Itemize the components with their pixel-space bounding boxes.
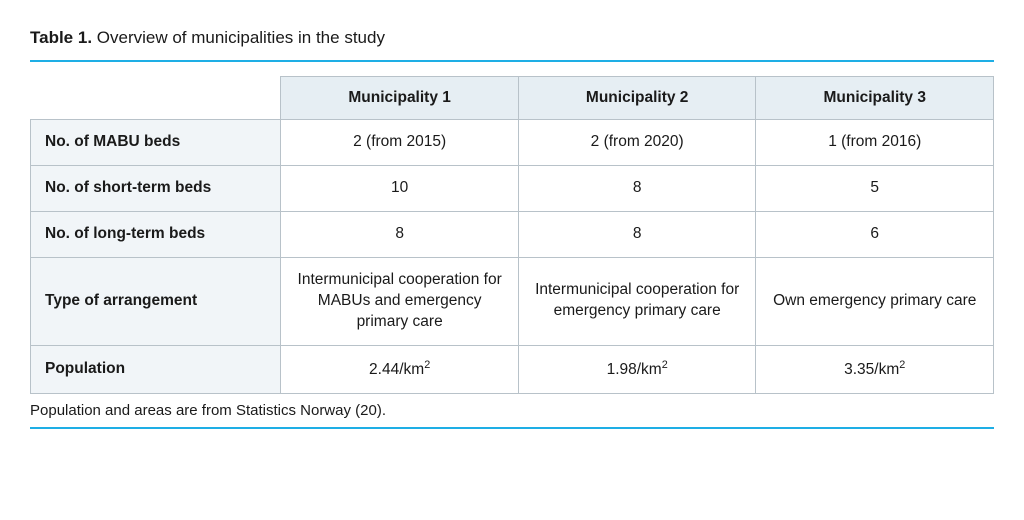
- municipality-table: Municipality 1Municipality 2Municipality…: [30, 76, 994, 394]
- cell: 6: [756, 211, 994, 257]
- col-header-1: Municipality 1: [281, 77, 519, 120]
- cell: Own emergency primary care: [756, 257, 994, 345]
- row-label: No. of long-term beds: [31, 211, 281, 257]
- table-row: No. of short-term beds1085: [31, 165, 994, 211]
- corner-cell: [31, 77, 281, 120]
- cell: 3.35/km2: [756, 345, 994, 393]
- cell: Intermunicipal cooperation for MABUs and…: [281, 257, 519, 345]
- cell: 2.44/km2: [281, 345, 519, 393]
- cell: 8: [518, 165, 756, 211]
- row-label: Type of arrangement: [31, 257, 281, 345]
- cell: 10: [281, 165, 519, 211]
- table-row: No. of long-term beds886: [31, 211, 994, 257]
- table-caption: Table 1. Overview of municipalities in t…: [30, 28, 994, 48]
- col-header-3: Municipality 3: [756, 77, 994, 120]
- cell: Intermunicipal cooperation for emergency…: [518, 257, 756, 345]
- caption-rest: Overview of municipalities in the study: [92, 28, 385, 47]
- cell: 8: [518, 211, 756, 257]
- col-header-2: Municipality 2: [518, 77, 756, 120]
- table-row: Type of arrangementIntermunicipal cooper…: [31, 257, 994, 345]
- top-rule: [30, 60, 994, 62]
- cell: 5: [756, 165, 994, 211]
- cell: 1 (from 2016): [756, 120, 994, 166]
- table-footnote: Population and areas are from Statistics…: [30, 402, 994, 419]
- caption-lead: Table 1.: [30, 28, 92, 47]
- bottom-rule: [30, 427, 994, 429]
- cell: 2 (from 2015): [281, 120, 519, 166]
- row-label: Population: [31, 345, 281, 393]
- cell: 1.98/km2: [518, 345, 756, 393]
- table-row: Population2.44/km21.98/km23.35/km2: [31, 345, 994, 393]
- cell: 2 (from 2020): [518, 120, 756, 166]
- cell: 8: [281, 211, 519, 257]
- table-row: No. of MABU beds2 (from 2015)2 (from 202…: [31, 120, 994, 166]
- row-label: No. of short-term beds: [31, 165, 281, 211]
- row-label: No. of MABU beds: [31, 120, 281, 166]
